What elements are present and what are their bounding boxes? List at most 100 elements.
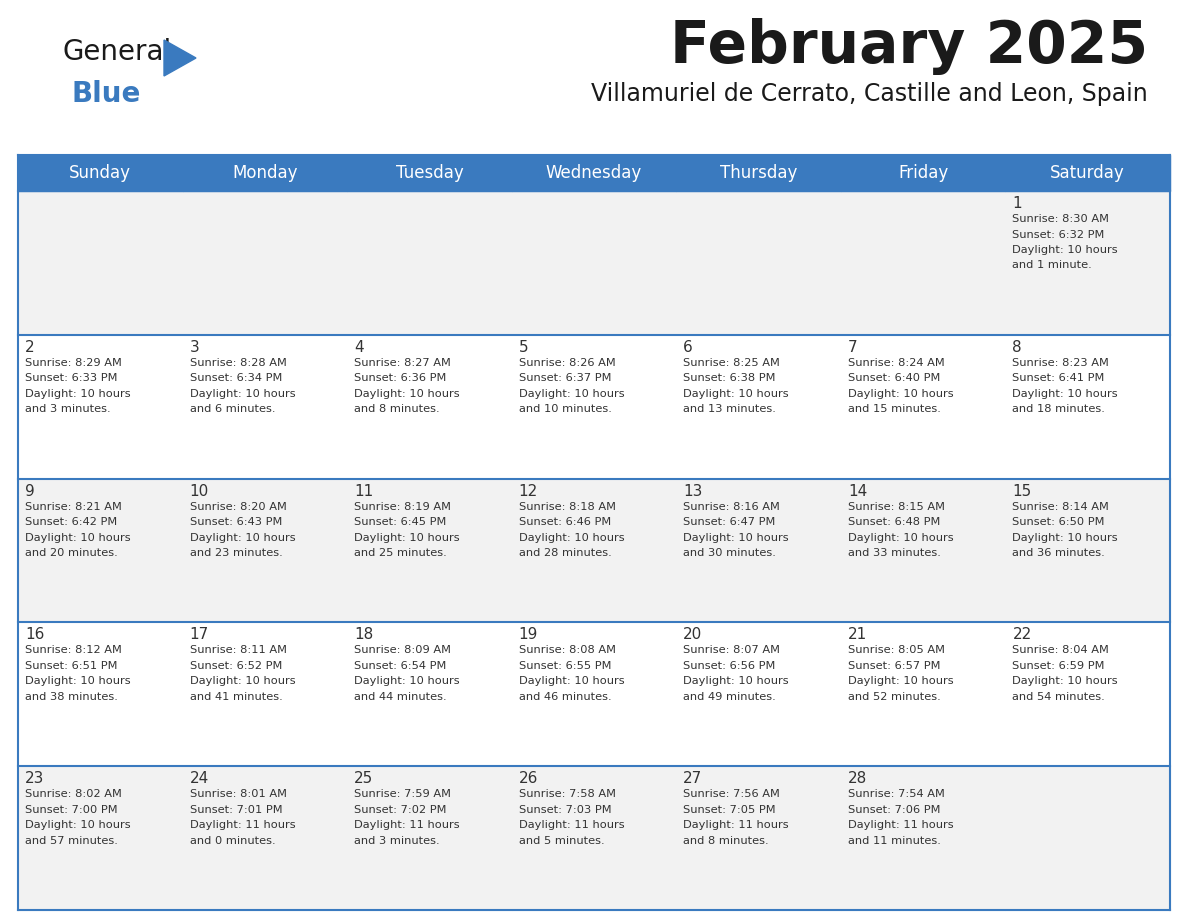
Text: Daylight: 10 hours: Daylight: 10 hours	[190, 389, 295, 398]
Text: 5: 5	[519, 340, 529, 354]
Bar	[347, 767, 512, 910]
Text: 21: 21	[848, 627, 867, 643]
Text: Sunset: 7:01 PM: Sunset: 7:01 PM	[190, 805, 283, 814]
Text: Daylight: 10 hours: Daylight: 10 hours	[25, 677, 131, 687]
Bar	[347, 191, 512, 335]
Text: Sunrise: 8:27 AM: Sunrise: 8:27 AM	[354, 358, 451, 368]
Text: Sunset: 6:33 PM: Sunset: 6:33 PM	[25, 374, 118, 384]
Text: 2: 2	[25, 340, 34, 354]
Bar	[183, 767, 347, 910]
Bar	[183, 335, 347, 478]
Text: Sunrise: 7:59 AM: Sunrise: 7:59 AM	[354, 789, 451, 800]
Text: Blue: Blue	[72, 80, 141, 108]
Text: Friday: Friday	[898, 164, 948, 182]
Text: 25: 25	[354, 771, 373, 786]
Text: and 8 minutes.: and 8 minutes.	[354, 404, 440, 414]
Text: Sunset: 7:05 PM: Sunset: 7:05 PM	[683, 805, 776, 814]
Text: and 30 minutes.: and 30 minutes.	[683, 548, 776, 558]
Text: Sunset: 6:41 PM: Sunset: 6:41 PM	[1012, 374, 1105, 384]
Text: Sunrise: 8:20 AM: Sunrise: 8:20 AM	[190, 501, 286, 511]
Text: and 1 minute.: and 1 minute.	[1012, 261, 1092, 271]
Text: and 13 minutes.: and 13 minutes.	[683, 404, 776, 414]
Text: 9: 9	[25, 484, 34, 498]
Text: Daylight: 10 hours: Daylight: 10 hours	[25, 532, 131, 543]
Text: Sunset: 6:40 PM: Sunset: 6:40 PM	[848, 374, 940, 384]
Text: and 6 minutes.: and 6 minutes.	[190, 404, 276, 414]
Text: Sunrise: 8:12 AM: Sunrise: 8:12 AM	[25, 645, 122, 655]
Text: February 2025: February 2025	[670, 18, 1148, 75]
Text: Daylight: 10 hours: Daylight: 10 hours	[683, 389, 789, 398]
Text: Daylight: 10 hours: Daylight: 10 hours	[1012, 677, 1118, 687]
Text: Sunset: 6:43 PM: Sunset: 6:43 PM	[190, 517, 282, 527]
Text: 18: 18	[354, 627, 373, 643]
Text: Sunrise: 8:11 AM: Sunrise: 8:11 AM	[190, 645, 286, 655]
Text: Sunset: 7:02 PM: Sunset: 7:02 PM	[354, 805, 447, 814]
Bar	[347, 335, 512, 478]
Text: and 23 minutes.: and 23 minutes.	[190, 548, 283, 558]
Text: Daylight: 11 hours: Daylight: 11 hours	[519, 820, 625, 830]
Bar	[347, 478, 512, 622]
Text: Saturday: Saturday	[1050, 164, 1125, 182]
Text: Sunrise: 8:16 AM: Sunrise: 8:16 AM	[683, 501, 781, 511]
Bar	[347, 155, 512, 191]
Text: and 38 minutes.: and 38 minutes.	[25, 692, 118, 702]
Bar	[18, 622, 183, 767]
Text: and 18 minutes.: and 18 minutes.	[1012, 404, 1105, 414]
Text: General: General	[62, 38, 171, 66]
Bar	[512, 622, 676, 767]
Text: Sunset: 6:52 PM: Sunset: 6:52 PM	[190, 661, 282, 671]
Text: Monday: Monday	[232, 164, 298, 182]
Text: Daylight: 11 hours: Daylight: 11 hours	[190, 820, 295, 830]
Text: Sunset: 6:45 PM: Sunset: 6:45 PM	[354, 517, 447, 527]
Text: Sunrise: 8:26 AM: Sunrise: 8:26 AM	[519, 358, 615, 368]
Text: Thursday: Thursday	[720, 164, 797, 182]
Text: and 15 minutes.: and 15 minutes.	[848, 404, 941, 414]
Text: 20: 20	[683, 627, 702, 643]
Text: 1: 1	[1012, 196, 1022, 211]
Bar	[347, 622, 512, 767]
Text: Sunset: 6:59 PM: Sunset: 6:59 PM	[1012, 661, 1105, 671]
Text: Wednesday: Wednesday	[545, 164, 643, 182]
Text: Daylight: 10 hours: Daylight: 10 hours	[25, 820, 131, 830]
Text: Sunset: 6:42 PM: Sunset: 6:42 PM	[25, 517, 118, 527]
Text: Sunset: 6:36 PM: Sunset: 6:36 PM	[354, 374, 447, 384]
Text: Daylight: 10 hours: Daylight: 10 hours	[354, 677, 460, 687]
Text: and 33 minutes.: and 33 minutes.	[848, 548, 941, 558]
Text: Sunrise: 7:56 AM: Sunrise: 7:56 AM	[683, 789, 781, 800]
Text: 26: 26	[519, 771, 538, 786]
Bar	[841, 191, 1005, 335]
Bar	[183, 191, 347, 335]
Text: 24: 24	[190, 771, 209, 786]
Text: and 3 minutes.: and 3 minutes.	[354, 835, 440, 845]
Bar	[676, 478, 841, 622]
Text: Sunrise: 7:54 AM: Sunrise: 7:54 AM	[848, 789, 944, 800]
Text: Sunrise: 8:21 AM: Sunrise: 8:21 AM	[25, 501, 122, 511]
Text: 17: 17	[190, 627, 209, 643]
Text: and 52 minutes.: and 52 minutes.	[848, 692, 941, 702]
Text: Daylight: 10 hours: Daylight: 10 hours	[848, 389, 954, 398]
Text: and 54 minutes.: and 54 minutes.	[1012, 692, 1105, 702]
Text: Sunrise: 8:08 AM: Sunrise: 8:08 AM	[519, 645, 615, 655]
Text: Sunrise: 8:28 AM: Sunrise: 8:28 AM	[190, 358, 286, 368]
Text: Sunset: 6:56 PM: Sunset: 6:56 PM	[683, 661, 776, 671]
Text: and 36 minutes.: and 36 minutes.	[1012, 548, 1105, 558]
Bar	[841, 478, 1005, 622]
Text: and 20 minutes.: and 20 minutes.	[25, 548, 118, 558]
Text: Sunrise: 8:30 AM: Sunrise: 8:30 AM	[1012, 214, 1110, 224]
Bar	[183, 622, 347, 767]
Bar	[1005, 335, 1170, 478]
Bar	[512, 191, 676, 335]
Bar	[18, 478, 183, 622]
Bar	[1005, 622, 1170, 767]
Text: Sunrise: 8:29 AM: Sunrise: 8:29 AM	[25, 358, 122, 368]
Text: and 5 minutes.: and 5 minutes.	[519, 835, 605, 845]
Text: Daylight: 10 hours: Daylight: 10 hours	[519, 532, 625, 543]
Text: and 11 minutes.: and 11 minutes.	[848, 835, 941, 845]
Text: Daylight: 10 hours: Daylight: 10 hours	[683, 532, 789, 543]
Bar	[18, 335, 183, 478]
Bar	[18, 767, 183, 910]
Bar	[676, 155, 841, 191]
Text: and 0 minutes.: and 0 minutes.	[190, 835, 276, 845]
Text: and 49 minutes.: and 49 minutes.	[683, 692, 776, 702]
Text: 19: 19	[519, 627, 538, 643]
